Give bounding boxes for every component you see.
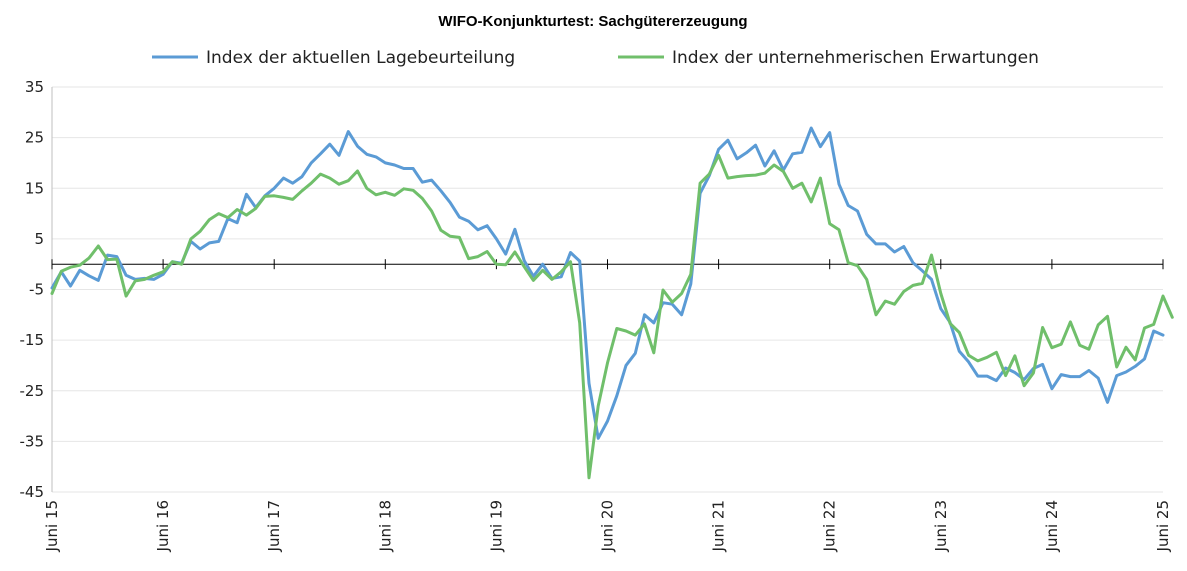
y-tick-label: -45 xyxy=(20,483,45,501)
legend-label: Index der aktuellen Lagebeurteilung xyxy=(206,48,515,68)
y-tick-label: -15 xyxy=(20,331,45,349)
x-tick-label: Juni 25 xyxy=(1154,500,1172,552)
series-lines xyxy=(50,126,1174,480)
x-tick-label: Juni 24 xyxy=(1043,500,1061,552)
x-tick-label: Juni 21 xyxy=(710,500,728,552)
x-tick-label: Juni 19 xyxy=(487,500,505,552)
series-line-erwartungen xyxy=(50,153,1174,480)
y-tick-label: 15 xyxy=(25,179,44,197)
chart-title: WIFO-Konjunkturtest: Sachgütererzeugung xyxy=(438,13,747,30)
y-tick-label: 35 xyxy=(25,78,44,96)
x-tick-label: Juni 20 xyxy=(599,500,617,552)
legend-label: Index der unternehmerischen Erwartungen xyxy=(672,48,1039,68)
x-tick-label: Juni 16 xyxy=(154,500,172,552)
y-tick-label: -5 xyxy=(29,281,44,299)
y-tick-label: -25 xyxy=(20,382,45,400)
x-tick-label: Juni 22 xyxy=(821,500,839,552)
x-tick-label: Juni 17 xyxy=(265,500,283,552)
y-tick-label: 5 xyxy=(34,230,44,248)
x-tick-label: Juni 23 xyxy=(932,500,950,552)
gridlines xyxy=(52,86,1163,493)
legend: Index der aktuellen Lagebeurteilung Index… xyxy=(152,48,1039,68)
y-tick-label: 25 xyxy=(25,129,44,147)
y-tick-label: -35 xyxy=(20,432,45,450)
x-tick-label: Juni 15 xyxy=(43,500,61,552)
series-line-lagebeurteilung xyxy=(50,126,1165,440)
x-tick-label: Juni 18 xyxy=(376,500,394,552)
